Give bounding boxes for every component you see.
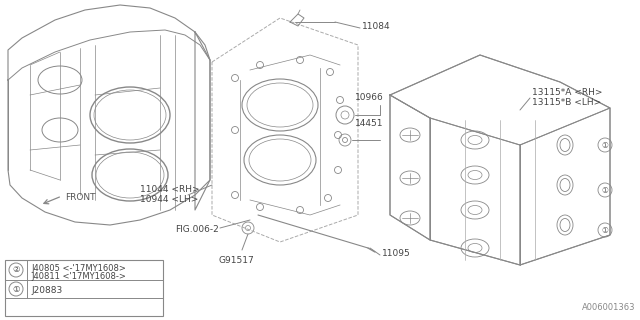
- Text: ①: ①: [12, 284, 20, 293]
- Text: ①: ①: [602, 226, 609, 235]
- Text: 13115*B <LH>: 13115*B <LH>: [532, 98, 601, 107]
- Text: FRONT: FRONT: [65, 193, 95, 202]
- Text: ①: ①: [602, 186, 609, 195]
- Text: 11044 <RH>: 11044 <RH>: [140, 185, 200, 194]
- Text: 10966: 10966: [355, 93, 384, 102]
- Text: J20883: J20883: [31, 286, 62, 295]
- Text: 10944 <LH>: 10944 <LH>: [140, 195, 198, 204]
- Text: ②: ②: [12, 266, 20, 275]
- Text: J40811 <'17MY1608->: J40811 <'17MY1608->: [31, 272, 126, 281]
- Text: 11084: 11084: [362, 21, 390, 30]
- Text: A006001363: A006001363: [582, 303, 635, 312]
- Text: FIG.006-2: FIG.006-2: [175, 225, 219, 234]
- Text: G91517: G91517: [218, 256, 253, 265]
- Bar: [5, 260, 163, 316]
- Text: ①: ①: [602, 140, 609, 149]
- Text: J40805 <-'17MY1608>: J40805 <-'17MY1608>: [31, 264, 126, 273]
- Text: 11095: 11095: [382, 249, 411, 258]
- Text: 14451: 14451: [355, 119, 383, 128]
- Text: 13115*A <RH>: 13115*A <RH>: [532, 88, 602, 97]
